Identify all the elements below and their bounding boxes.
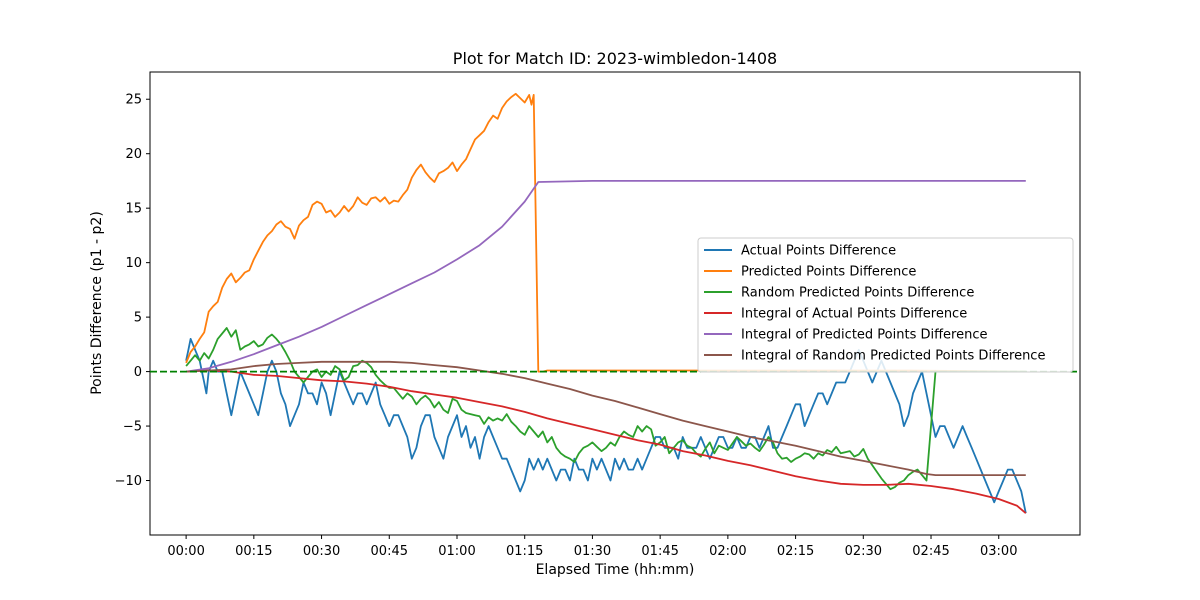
y-tick-label: −10 — [115, 474, 142, 489]
y-tick-label: 5 — [134, 311, 142, 326]
x-tick-label: 00:15 — [235, 544, 272, 559]
x-tick-label: 00:30 — [303, 544, 340, 559]
legend: Actual Points Difference Predicted Points… — [697, 237, 1074, 373]
x-tick-label: 01:00 — [438, 544, 475, 559]
x-tick-label: 01:45 — [641, 544, 678, 559]
series-line-6 — [186, 360, 1026, 476]
x-tick-label: 01:15 — [506, 544, 543, 559]
y-tick-label: 15 — [125, 202, 142, 217]
x-tick-label: 02:15 — [777, 544, 814, 559]
y-axis: −10 −5 0 5 10 15 20 25 — [115, 93, 150, 489]
legend-entry: Integral of Predicted Points Difference — [741, 328, 988, 343]
x-tick-label: 00:00 — [167, 544, 204, 559]
x-tick-label: 02:00 — [709, 544, 746, 559]
legend-entry: Predicted Points Difference — [741, 265, 916, 280]
y-tick-label: 0 — [134, 365, 142, 380]
legend-entry: Integral of Random Predicted Points Diff… — [741, 349, 1045, 364]
x-tick-label: 03:00 — [980, 544, 1017, 559]
chart-title: Plot for Match ID: 2023-wimbledon-1408 — [453, 49, 777, 68]
series-line-4 — [186, 369, 1027, 514]
x-tick-label: 01:30 — [574, 544, 611, 559]
plot-frame — [149, 71, 1081, 536]
y-tick-label: −5 — [123, 420, 142, 435]
legend-entry: Random Predicted Points Difference — [741, 286, 974, 301]
y-tick-label: 20 — [125, 147, 142, 162]
x-tick-label: 02:45 — [912, 544, 949, 559]
series-line-5 — [185, 180, 1026, 373]
x-axis-label: Elapsed Time (hh:mm) — [536, 562, 695, 578]
y-tick-label: 25 — [125, 93, 142, 108]
x-axis: 00:00 00:15 00:30 00:45 01:00 01:15 01:30 01:45… — [167, 535, 1017, 559]
y-tick-label: 10 — [125, 256, 142, 271]
legend-entry: Integral of Actual Points Difference — [741, 307, 967, 322]
y-axis-label: Points Difference (p1 - p2) — [89, 211, 105, 395]
x-tick-label: 00:45 — [371, 544, 408, 559]
series-line-2 — [185, 92, 1026, 373]
legend-entry: Actual Points Difference — [741, 244, 896, 259]
x-tick-label: 02:30 — [845, 544, 882, 559]
legend-box — [697, 237, 1074, 373]
